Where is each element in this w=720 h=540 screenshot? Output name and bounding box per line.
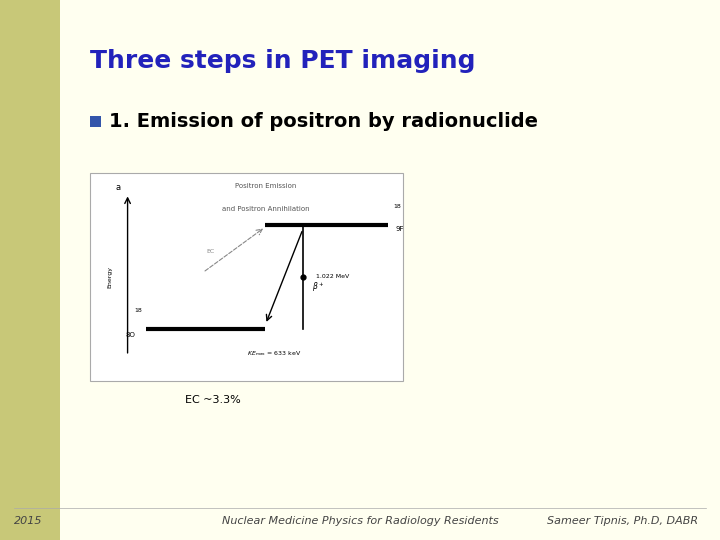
Text: 18: 18 — [135, 307, 143, 313]
Text: 8O: 8O — [126, 332, 135, 338]
Text: 9F: 9F — [395, 226, 404, 232]
Text: 18: 18 — [394, 204, 402, 208]
Text: 2015: 2015 — [14, 516, 43, 526]
Text: Sameer Tipnis, Ph.D, DABR: Sameer Tipnis, Ph.D, DABR — [547, 516, 698, 526]
Text: 1. Emission of positron by radionuclide: 1. Emission of positron by radionuclide — [109, 112, 539, 131]
Text: 1.022 MeV: 1.022 MeV — [315, 274, 348, 279]
Bar — [0, 0, 60, 540]
Text: Positron Emission: Positron Emission — [235, 183, 296, 189]
Text: $\beta^+$: $\beta^+$ — [312, 280, 325, 294]
Text: EC ~3.3%: EC ~3.3% — [184, 395, 240, 406]
Text: EC: EC — [206, 249, 214, 254]
Text: $KE_{\rm max}$ = 633 keV: $KE_{\rm max}$ = 633 keV — [246, 349, 301, 358]
Text: a: a — [116, 183, 121, 192]
Text: Nuclear Medicine Physics for Radiology Residents: Nuclear Medicine Physics for Radiology R… — [222, 516, 498, 526]
Text: Energy: Energy — [108, 266, 113, 288]
Text: and Positron Annihilation: and Positron Annihilation — [222, 206, 309, 212]
Text: Three steps in PET imaging: Three steps in PET imaging — [90, 49, 475, 72]
FancyBboxPatch shape — [90, 173, 403, 381]
Bar — [90, 116, 101, 127]
